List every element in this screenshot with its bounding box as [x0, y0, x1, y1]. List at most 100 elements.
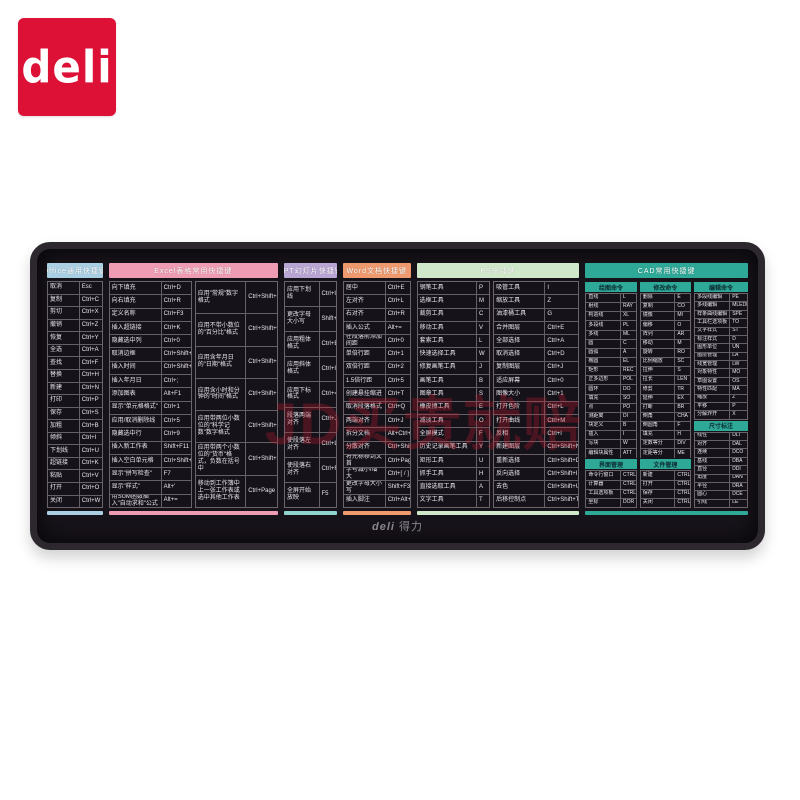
shortcut-label-cell: 正多边形	[586, 376, 620, 385]
shortcut-key-cell: Ctrl+Y	[79, 332, 102, 344]
shortcut-key-cell: Ctrl+;	[161, 375, 191, 388]
shortcut-key-cell: Ctrl+Shift+^	[246, 411, 278, 443]
shortcut-key-cell: Ctrl+1	[161, 401, 191, 414]
shortcut-key-cell: W	[476, 348, 490, 361]
table-row: 全屏开始放映 F5	[285, 482, 336, 507]
section-title-excel: Excel表格常用快捷键	[108, 263, 279, 278]
shortcut-label-cell: 应用下划线	[285, 282, 319, 307]
shortcut-key-cell: MI	[675, 312, 691, 321]
table-row: 多段线编辑 PE	[695, 294, 748, 302]
table-row: 应用含年月日的"日期"格式 Ctrl+Shift+#	[195, 346, 278, 378]
shortcut-label-cell: 工具栏选项板	[695, 319, 730, 327]
shortcut-label-cell: 将光标移到文首	[343, 454, 385, 468]
shortcut-key-cell: Ctrl+Shift+=	[161, 454, 191, 468]
shortcut-label-cell: 吸管工具	[494, 282, 545, 295]
shortcut-key-cell: Ctrl+L	[319, 432, 336, 457]
shortcut-label-cell: 关闭	[48, 495, 79, 508]
mouse-pad: Office通用快捷键取消Esc复制Ctrl+C剪切Ctrl+X撤销Ctrl+Z…	[30, 242, 765, 550]
shortcut-label-cell: 打开色阶	[494, 401, 545, 414]
mat-brand-deli: deli	[372, 521, 395, 533]
shortcut-key-cell: Ctrl+0	[161, 335, 191, 348]
table-row: 倒角 CHA	[640, 412, 691, 421]
shortcut-key-cell: A	[620, 348, 636, 357]
shortcut-key-cell: Esc	[79, 282, 102, 294]
shortcut-key-cell: Ctrl+Shift+I	[545, 468, 579, 481]
section-color-strip	[416, 511, 580, 515]
shortcut-key-cell: OS	[730, 377, 748, 386]
table-row: 对象特性 MO	[695, 369, 748, 377]
table-row: 直接选取工具 A	[417, 481, 490, 494]
shortcut-label-cell: 使段落左对齐	[285, 432, 319, 457]
shortcut-label-cell: 插入脚注	[343, 494, 385, 508]
shortcut-table: 向下填充 Ctrl+D 向右填充 Ctrl+R 定义名称 Ctrl+F3 插入超链接 Ctrl…	[108, 281, 192, 508]
shortcut-label-cell: 图形单位	[695, 344, 730, 352]
shortcut-label-cell: 应用含小时和分钟的"时间"格式	[195, 378, 246, 411]
section-column: 取消 Esc 复制 Ctrl+C 剪切 Ctrl+X 撤销 Ctrl+Z 恢复 Ctrl+Y 全选 C…	[47, 281, 103, 508]
shortcut-key-cell: BR	[675, 403, 691, 412]
shortcut-label-cell: 适应屏幕	[494, 375, 545, 388]
shortcut-label-cell: 加粗	[48, 420, 79, 432]
shortcut-label-cell: 单倍行距	[343, 348, 385, 361]
table-row: 复制图层 Ctrl+J	[494, 361, 579, 375]
table-row: 标注样式 D	[695, 335, 748, 344]
shortcut-key-cell: Alt+'	[161, 481, 191, 494]
shortcut-label-cell: 旋转	[640, 348, 675, 357]
shortcut-key-cell: XL	[620, 312, 636, 321]
shortcut-key-cell: E	[476, 401, 490, 414]
shortcut-key-cell: Ctrl+K	[79, 457, 102, 470]
shortcut-key-cell: Ctrl+Shift+N	[545, 441, 579, 454]
shortcut-key-cell: Ctrl+E	[545, 321, 579, 335]
shortcut-label-cell: 钢笔工具	[417, 282, 476, 295]
table-row: 写块 W	[586, 440, 636, 449]
shortcut-key-cell: TR	[675, 385, 691, 394]
shortcut-key-cell: LEN	[675, 376, 691, 385]
shortcut-key-cell: Ctrl+J	[385, 414, 410, 428]
shortcut-label-cell: 插入公式	[343, 321, 385, 335]
shortcut-label-cell: 特性匹配	[695, 386, 730, 394]
shortcut-label-cell: 草图设置	[695, 377, 730, 386]
shortcut-key-cell: C	[620, 339, 636, 348]
shortcut-label-cell: 应用"常规"数字格式	[195, 282, 246, 314]
shortcut-label-cell: 射线	[586, 303, 620, 312]
table-row: 草图设置 OS	[695, 377, 748, 386]
shortcut-label-cell: 拉伸	[640, 367, 675, 376]
shortcut-label-cell: 图像大小	[494, 388, 545, 401]
shortcut-label-cell: 分解炸开	[695, 411, 730, 419]
shortcut-key-cell: Ctrl+J	[545, 361, 579, 375]
shortcut-label-cell: 圆弧	[586, 348, 620, 357]
mat-brand-cn: 得力	[398, 521, 423, 533]
table-row: 连续 DCO	[695, 449, 748, 457]
table-row: 对齐 DAL	[695, 441, 748, 449]
table-row: 添加图表 Alt+F1	[109, 388, 191, 401]
subsection-title: 尺寸标注	[694, 420, 749, 431]
shortcut-key-cell: Ctrl+Shift+@	[246, 378, 278, 411]
shortcut-sections: Office通用快捷键取消Esc复制Ctrl+C剪切Ctrl+X撤销Ctrl+Z…	[37, 249, 758, 515]
table-row: 应用斜体格式 Ctrl+I	[285, 357, 336, 382]
table-row: 创建悬挂缩进 Ctrl+T	[343, 388, 410, 401]
shortcut-key-cell: Shift+F3	[385, 481, 410, 494]
shortcut-key-cell: Ctrl+5	[161, 414, 191, 428]
shortcut-label-cell: 创建悬挂缩进	[343, 388, 385, 401]
shortcut-label-cell: 显示"样式"	[109, 481, 161, 494]
shortcut-key-cell: F5	[319, 482, 336, 507]
shortcut-key-cell: B	[476, 375, 490, 388]
table-row: 多段线 PL	[586, 321, 636, 330]
table-row: 全部选择 Ctrl+A	[494, 335, 579, 348]
shortcut-label-cell: 对齐	[695, 441, 730, 449]
table-row: 块定义 B	[586, 421, 636, 431]
shortcut-key-cell: D	[730, 335, 748, 344]
shortcut-key-cell: Ctrl+Shift+-	[161, 348, 191, 361]
section-column: 编辑命令多段线编辑PE多线编辑MLEDIT样条曲线编辑SPE工具栏选项板TO文字…	[694, 281, 749, 508]
table-row: 打印 Ctrl+P	[48, 395, 102, 407]
shortcut-key-cell: REC	[620, 367, 636, 376]
shortcut-key-cell: LW	[730, 361, 748, 369]
shortcut-label-cell: 椭圆	[586, 357, 620, 367]
shortcut-label-cell: 字号减小/增大	[343, 468, 385, 481]
shortcut-label-cell: 剪切	[48, 307, 79, 319]
table-row: 取消选择 Ctrl+D	[494, 348, 579, 361]
